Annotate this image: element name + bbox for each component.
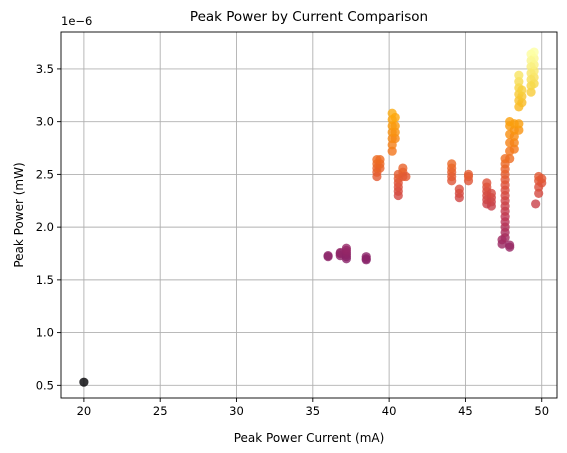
y-tick-label: 1.5 bbox=[36, 273, 54, 287]
axis-ticks: 20 25 30 35 40 45 50 0.5 1.0 1.5 2.0 2.5 3.0 3.5 bbox=[36, 62, 549, 418]
data-point bbox=[341, 243, 351, 253]
data-point bbox=[534, 188, 544, 198]
data-point bbox=[375, 155, 385, 165]
data-point bbox=[390, 127, 400, 137]
data-point bbox=[529, 53, 539, 63]
data-point bbox=[514, 76, 524, 87]
data-point bbox=[79, 377, 89, 387]
data-point bbox=[505, 153, 515, 164]
y-tick-label: 0.5 bbox=[36, 378, 54, 392]
x-tick-label: 20 bbox=[77, 404, 92, 418]
data-point bbox=[531, 199, 541, 209]
data-point bbox=[509, 144, 519, 154]
data-point bbox=[482, 178, 492, 188]
x-tick-label: 25 bbox=[153, 404, 168, 418]
y-tick-label: 2.5 bbox=[36, 167, 54, 181]
data-point bbox=[526, 87, 536, 97]
data-point bbox=[390, 112, 400, 123]
data-point bbox=[387, 146, 397, 156]
data-point bbox=[486, 188, 496, 198]
y-axis-label: Peak Power (mW) bbox=[12, 162, 26, 267]
data-point bbox=[398, 163, 408, 173]
data-point bbox=[517, 98, 527, 108]
y-tick-label: 3.0 bbox=[36, 115, 54, 129]
data-point bbox=[514, 119, 524, 129]
x-tick-label: 40 bbox=[382, 404, 397, 418]
x-tick-label: 35 bbox=[305, 404, 320, 418]
data-point bbox=[529, 66, 539, 76]
data-points bbox=[79, 47, 547, 387]
y-tick-label: 1.0 bbox=[36, 326, 54, 340]
data-point bbox=[390, 133, 400, 144]
plot-frame bbox=[60, 31, 558, 399]
y-scale-offset-label: 1e−6 bbox=[61, 14, 92, 28]
data-point bbox=[323, 251, 333, 261]
data-point bbox=[401, 171, 411, 182]
data-point bbox=[529, 60, 539, 70]
data-point bbox=[447, 159, 457, 169]
data-point bbox=[509, 131, 519, 142]
data-point bbox=[454, 184, 464, 194]
data-point bbox=[529, 72, 539, 82]
data-point bbox=[390, 121, 400, 131]
grid bbox=[61, 32, 557, 398]
data-point bbox=[529, 79, 539, 89]
data-point bbox=[509, 138, 519, 148]
chart-title: Peak Power by Current Comparison bbox=[190, 9, 428, 25]
data-point bbox=[517, 91, 527, 101]
data-point bbox=[463, 169, 474, 179]
data-point bbox=[514, 125, 524, 135]
x-axis-label: Peak Power Current (mA) bbox=[234, 431, 385, 445]
data-point bbox=[537, 174, 547, 184]
x-tick-label: 30 bbox=[229, 404, 244, 418]
data-point bbox=[505, 240, 515, 250]
data-point bbox=[517, 85, 527, 95]
data-point bbox=[361, 252, 371, 262]
x-tick-label: 50 bbox=[534, 404, 549, 418]
x-tick-label: 45 bbox=[458, 404, 473, 418]
data-point bbox=[529, 47, 539, 57]
y-tick-label: 2.0 bbox=[36, 220, 54, 234]
y-tick-label: 3.5 bbox=[36, 62, 54, 76]
data-point bbox=[514, 70, 524, 80]
